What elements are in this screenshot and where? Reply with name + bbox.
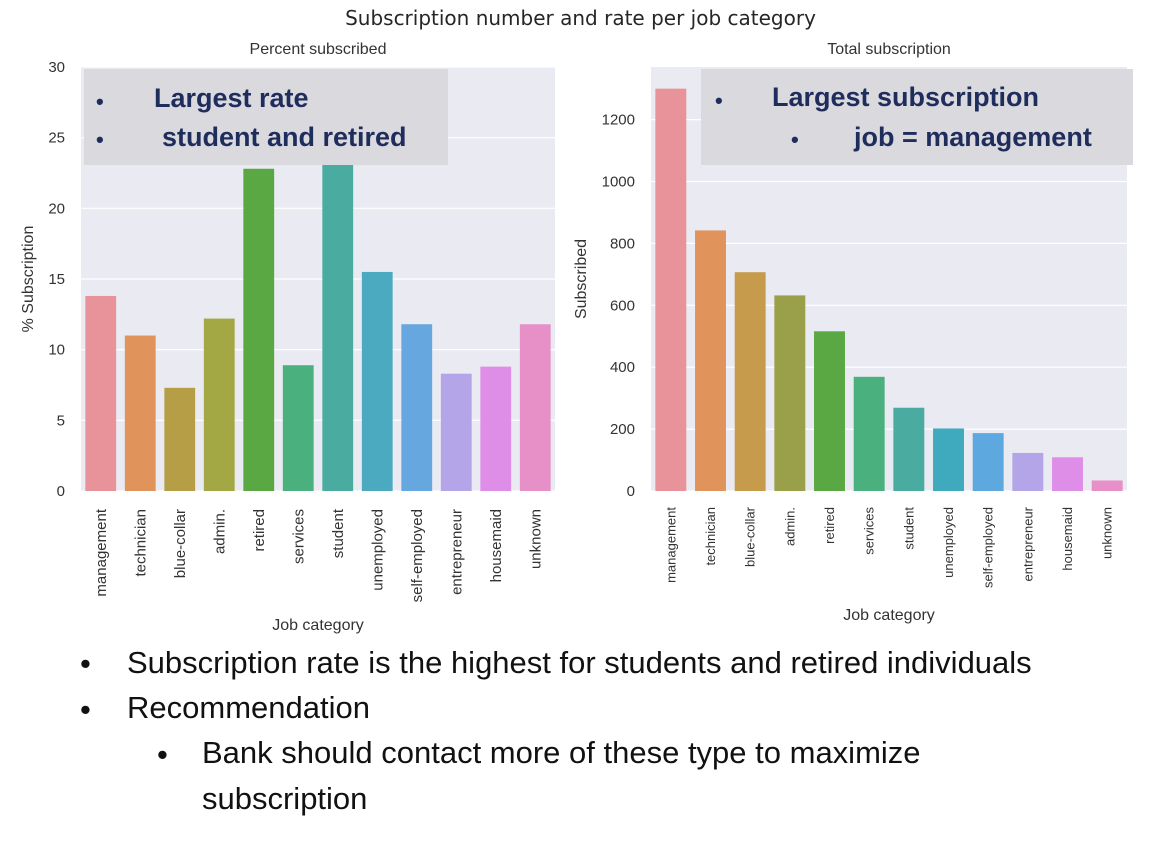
x-tick-label: blue-collar — [743, 506, 758, 567]
chart-title: Percent subscribed — [250, 41, 387, 58]
x-tick-label: technician — [133, 509, 150, 577]
x-tick-label: retired — [251, 509, 268, 552]
y-tick-label: 800 — [610, 235, 635, 252]
bar-unemployed — [361, 271, 393, 491]
x-tick-label: housemaid — [1060, 507, 1075, 571]
callout-bullet: • — [96, 127, 104, 152]
x-tick-label: housemaid — [488, 509, 505, 582]
bar-services — [853, 376, 885, 491]
bar-unknown — [1091, 480, 1123, 491]
y-axis-label: % Subscription — [20, 226, 37, 333]
bar-entrepreneur — [1012, 452, 1044, 491]
bar-entrepreneur — [440, 373, 472, 491]
x-tick-label: admin. — [212, 509, 229, 554]
x-axis-label: Job category — [843, 607, 935, 624]
x-tick-label: unknown — [1100, 507, 1115, 559]
x-axis-label: Job category — [272, 617, 364, 634]
callout-largest-subscription: • Largest subscription • job = managemen… — [701, 69, 1133, 165]
callout-bullet: • — [715, 88, 723, 113]
x-tick-label: self-employed — [981, 507, 996, 588]
callout-largest-rate: • Largest rate • student and retired — [84, 69, 448, 165]
note-bullet: • — [157, 737, 168, 772]
bar-management — [85, 295, 117, 491]
y-tick-label: 1200 — [602, 112, 635, 129]
bar-technician — [695, 230, 726, 491]
y-tick-label: 400 — [610, 359, 635, 376]
y-tick-label: 30 — [48, 59, 65, 76]
y-tick-label: 0 — [57, 483, 65, 500]
x-tick-label: management — [93, 508, 110, 596]
bar-technician — [124, 335, 156, 491]
bar-bluecollar — [164, 387, 196, 491]
callout-bullet: • — [96, 89, 104, 114]
note-line: Subscription rate is the highest for stu… — [127, 645, 1032, 680]
bar-housemaid — [1052, 457, 1083, 491]
figure-title: Subscription number and rate per job cat… — [345, 6, 816, 30]
note-line: Recommendation — [127, 690, 370, 725]
y-tick-label: 200 — [610, 421, 635, 438]
y-tick-label: 5 — [57, 412, 65, 429]
callout-line: job = management — [854, 122, 1092, 152]
bar-selfemployed — [401, 324, 433, 491]
bar-admin — [203, 318, 235, 491]
x-tick-label: unemployed — [370, 509, 387, 591]
bar-student — [893, 407, 925, 491]
x-tick-label: management — [663, 507, 678, 583]
bar-admin — [774, 295, 806, 491]
x-tick-label: retired — [822, 507, 837, 544]
y-tick-label: 20 — [48, 200, 65, 217]
x-tick-label: services — [862, 507, 877, 555]
note-line: subscription — [202, 781, 368, 816]
x-tick-label: admin. — [782, 507, 797, 546]
bar-unknown — [519, 324, 551, 491]
y-axis-label: Subscribed — [573, 239, 590, 319]
chart-title: Total subscription — [827, 41, 951, 58]
y-tick-label: 25 — [48, 130, 65, 147]
callout-line: Largest rate — [154, 83, 309, 113]
bar-bluecollar — [734, 272, 766, 491]
bar-services — [282, 365, 314, 491]
bar-housemaid — [480, 366, 512, 491]
y-tick-label: 15 — [48, 271, 65, 288]
x-tick-label: entrepreneur — [1020, 506, 1035, 581]
x-tick-label: blue-collar — [172, 509, 189, 578]
x-tick-label: entrepreneur — [449, 509, 466, 595]
callout-line: student and retired — [162, 122, 407, 152]
note-line: Bank should contact more of these type t… — [202, 735, 921, 770]
bar-unemployed — [933, 428, 964, 491]
bar-management — [655, 88, 687, 491]
y-tick-label: 0 — [627, 483, 635, 500]
x-tick-label: technician — [703, 507, 718, 566]
note-bullet: • — [80, 692, 91, 727]
callout-bullet: • — [791, 127, 799, 152]
y-tick-label: 600 — [610, 297, 635, 314]
x-tick-label: student — [901, 507, 916, 550]
y-tick-label: 1000 — [602, 174, 635, 191]
x-tick-label: unknown — [528, 509, 545, 569]
x-tick-label: services — [291, 509, 308, 564]
bar-retired — [814, 331, 845, 491]
y-tick-label: 10 — [48, 342, 65, 359]
x-tick-label: student — [330, 508, 347, 558]
bar-selfemployed — [972, 433, 1004, 491]
bar-retired — [243, 168, 275, 491]
x-tick-label: self-employed — [409, 509, 426, 602]
x-tick-label: unemployed — [941, 507, 956, 578]
callout-line: Largest subscription — [772, 82, 1040, 112]
note-bullet: • — [80, 646, 91, 681]
